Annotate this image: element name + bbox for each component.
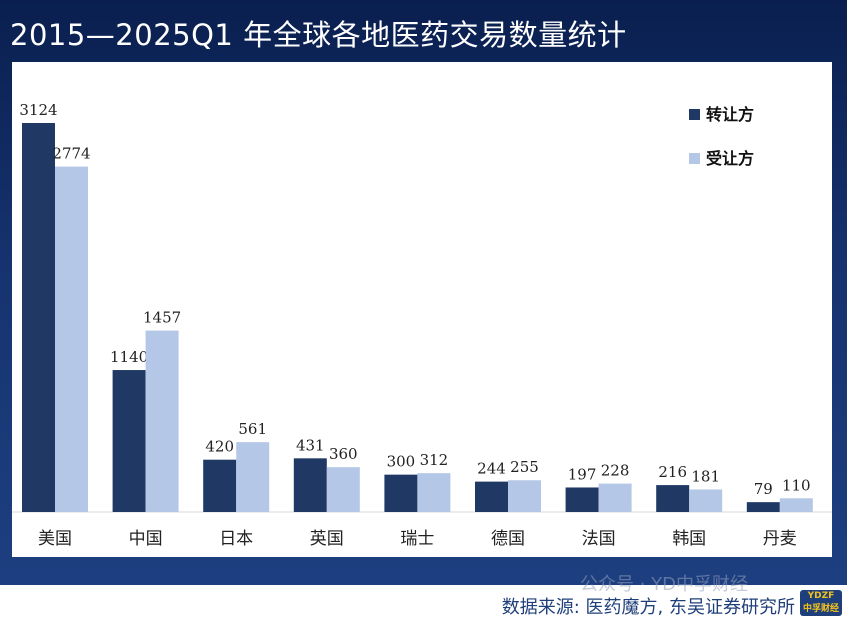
bar-receive-3 (326, 467, 360, 512)
data-label-transfer-3: 431 (296, 436, 325, 454)
bar-transfer-1 (112, 370, 146, 512)
data-label-transfer-5: 244 (477, 460, 506, 478)
x-tick-label-0: 美国 (38, 529, 72, 549)
bar-receive-6 (598, 483, 632, 512)
bar-transfer-6 (565, 487, 599, 512)
bar-transfer-4 (384, 474, 418, 512)
bar-transfer-8 (746, 502, 780, 512)
data-label-transfer-8: 79 (754, 480, 773, 498)
bar-transfer-2 (203, 459, 237, 512)
plot-panel: 3124 2774 美国 1140 1457 中国 420 561 日本 431 360 英国 300 3… (12, 62, 832, 557)
data-label-receive-0: 2774 (52, 145, 90, 163)
legend-label-1: 受让方 (706, 149, 754, 168)
data-label-transfer-4: 300 (387, 453, 416, 471)
bar-receive-1 (145, 330, 179, 512)
data-label-transfer-6: 197 (568, 465, 597, 483)
bar-receive-0 (55, 166, 88, 512)
data-label-transfer-2: 420 (205, 438, 234, 456)
source-note: 数据来源: 医药魔方, 东吴证券研究所 (501, 597, 795, 618)
bar-receive-2 (236, 442, 270, 512)
x-tick-label-2: 日本 (219, 529, 253, 549)
bar-transfer-7 (656, 485, 690, 512)
x-tick-label-5: 德国 (491, 529, 525, 549)
data-label-receive-3: 360 (329, 445, 358, 463)
data-label-receive-7: 181 (691, 467, 720, 485)
data-label-transfer-7: 216 (658, 463, 687, 481)
bar-transfer-0 (22, 123, 55, 512)
data-label-receive-4: 312 (420, 451, 449, 469)
data-label-receive-1: 1457 (143, 309, 181, 327)
bar-receive-7 (689, 489, 723, 512)
legend-label-0: 转让方 (706, 105, 754, 124)
data-label-transfer-0: 3124 (19, 101, 57, 119)
data-label-receive-5: 255 (510, 458, 539, 476)
watermark-logo: YDZF 中孚财经 (800, 590, 842, 616)
x-tick-label-8: 丹麦 (763, 529, 797, 549)
data-label-receive-6: 228 (601, 462, 630, 480)
data-label-receive-8: 110 (782, 476, 811, 494)
x-tick-label-4: 瑞士 (400, 529, 434, 549)
page-title: 2015—2025Q1 年全球各地医药交易数量统计 (10, 18, 627, 52)
data-label-receive-2: 561 (238, 420, 267, 438)
bar-transfer-5 (475, 481, 508, 512)
x-tick-label-3: 英国 (310, 529, 344, 549)
bar-transfer-3 (293, 458, 327, 512)
bar-receive-4 (417, 473, 451, 512)
data-label-transfer-1: 1140 (110, 348, 148, 366)
x-tick-label-7: 韩国 (672, 529, 706, 549)
x-tick-label-1: 中国 (129, 529, 163, 549)
x-tick-label-6: 法国 (582, 529, 616, 549)
watermark: 公众号 · YD中孚财经 (580, 574, 749, 595)
bar-receive-8 (779, 498, 813, 512)
legend-swatch-0 (689, 109, 700, 120)
legend-swatch-1 (689, 153, 700, 164)
bar-receive-5 (508, 480, 541, 512)
